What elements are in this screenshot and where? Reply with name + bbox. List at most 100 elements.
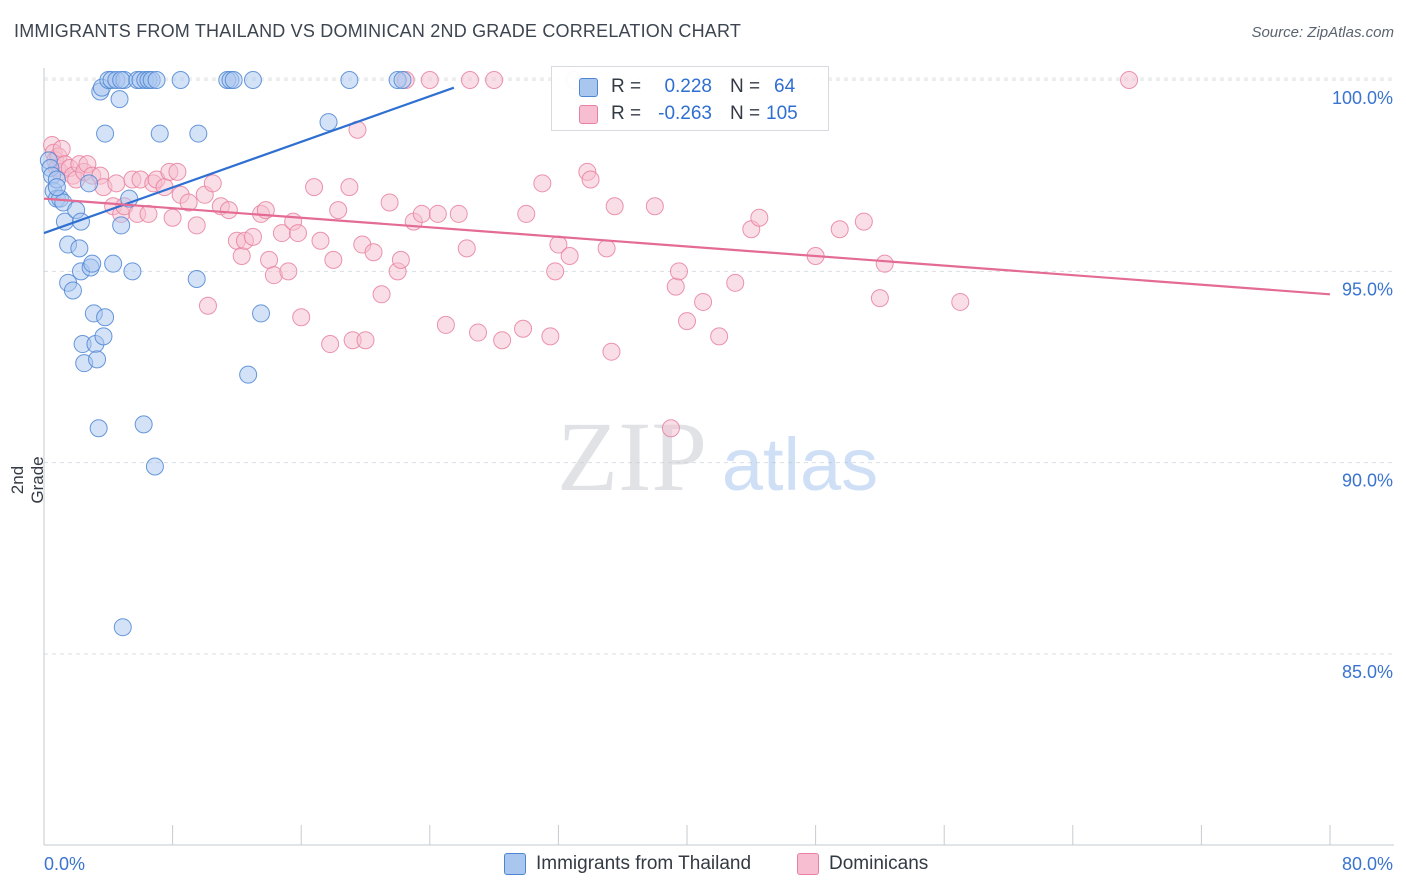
dominican-point	[645, 197, 664, 216]
dominican-point	[243, 227, 262, 246]
dominican-point	[198, 296, 217, 315]
dominican-point	[311, 231, 330, 250]
thailand-point	[110, 90, 129, 109]
dominican-point	[493, 331, 512, 350]
x-tick-label: 80.0%	[1342, 854, 1393, 874]
dominican-point	[669, 262, 688, 281]
dominican-point	[678, 312, 696, 331]
thailand-point	[96, 124, 115, 143]
dominican-point	[279, 262, 298, 281]
thailand-point	[145, 457, 164, 476]
thailand-point	[88, 350, 107, 369]
dominican-point	[356, 331, 375, 350]
y-tick-label: 95.0%	[1342, 279, 1393, 299]
dominican-point	[460, 71, 479, 89]
thailand-points	[39, 71, 412, 637]
y-tick-label: 100.0%	[1332, 88, 1393, 108]
dominican-point	[854, 212, 873, 231]
thailand-point	[243, 71, 262, 89]
dominican-point	[107, 174, 126, 193]
stats-legend: R = 0.228 N = 64 R = -0.263 N = 105	[551, 66, 829, 131]
dominican-point	[469, 323, 488, 342]
thailand-point	[112, 71, 131, 89]
dominican-point	[329, 201, 348, 220]
thailand-point	[147, 71, 166, 89]
thailand-point	[252, 304, 271, 323]
thailand-point	[89, 419, 108, 438]
thailand-point	[187, 269, 206, 288]
dominican-point	[380, 193, 399, 212]
thailand-point	[120, 189, 139, 208]
n-label: N =	[730, 103, 761, 124]
n-value-dominican: 105	[766, 103, 798, 124]
dominican-point	[726, 273, 745, 292]
dominican-point	[485, 71, 504, 89]
dominican-point	[305, 178, 324, 197]
r-value-dominican: -0.263	[658, 103, 712, 124]
dominican-point	[951, 292, 970, 311]
stats-row-dominican: R = -0.263 N = 105	[552, 100, 828, 128]
thailand-point	[171, 71, 190, 89]
dominican-point	[597, 239, 616, 258]
thailand-point	[239, 365, 258, 384]
dominican-point	[232, 247, 251, 266]
r-value-thailand: 0.228	[664, 76, 712, 97]
thailand-point	[393, 71, 412, 89]
dominican-point	[163, 208, 182, 227]
thailand-point	[340, 71, 359, 89]
stats-row-thailand: R = 0.228 N = 64	[552, 73, 828, 101]
dominican-point	[560, 247, 579, 266]
dominican-point	[694, 292, 713, 311]
thailand-point	[104, 254, 123, 273]
dominican-point	[750, 208, 769, 227]
dominican-point	[139, 204, 158, 223]
thailand-point	[112, 216, 131, 235]
dominican-point	[449, 204, 468, 223]
r-label: R =	[611, 103, 642, 124]
dominican-point	[602, 342, 621, 361]
dominican-point	[324, 250, 343, 269]
thailand-point	[63, 281, 82, 300]
thailand-legend-swatch	[504, 853, 526, 875]
n-label: N =	[730, 76, 761, 97]
dominican-trend-line	[43, 197, 1331, 296]
dominican-point	[514, 319, 533, 338]
dominican-point	[546, 262, 565, 281]
dominican-point	[203, 174, 222, 193]
dominican-point	[372, 285, 391, 304]
thailand-point	[189, 124, 208, 143]
thailand-point	[94, 327, 113, 346]
watermark-atlas: atlas	[722, 423, 878, 506]
thailand-point	[113, 618, 132, 637]
dominican-swatch	[579, 105, 598, 124]
y-axis-label: 2nd Grade	[8, 456, 47, 504]
thailand-swatch	[579, 78, 598, 97]
dominican-point	[533, 174, 552, 193]
dominican-point	[364, 243, 383, 262]
watermark-zip: ZIP	[557, 401, 707, 512]
dominican-point	[605, 197, 624, 216]
trend-lines	[43, 86, 1331, 296]
thailand-point	[70, 239, 89, 258]
x-tick-label: 0.0%	[44, 854, 85, 874]
dominican-point	[391, 250, 410, 269]
axes	[43, 68, 1394, 846]
n-value-thailand: 64	[774, 76, 796, 97]
chart-title: IMMIGRANTS FROM THAILAND VS DOMINICAN 2N…	[14, 21, 742, 41]
thailand-point	[83, 254, 102, 273]
thailand-point	[319, 113, 338, 132]
thailand-point	[47, 178, 66, 197]
dominican-point	[666, 277, 685, 296]
thailand-point	[80, 174, 99, 193]
dominican-point	[260, 250, 279, 269]
thailand-trend-line	[43, 86, 455, 235]
dominican-point	[581, 170, 600, 189]
dominican-point	[870, 289, 889, 308]
dominican-point	[321, 335, 340, 354]
dominican-point	[457, 239, 476, 258]
y-tick-label: 90.0%	[1342, 471, 1393, 491]
dominican-point	[168, 162, 187, 181]
dominican-point	[187, 216, 206, 235]
dominican-point	[710, 327, 729, 346]
dominican-point	[1120, 71, 1139, 89]
